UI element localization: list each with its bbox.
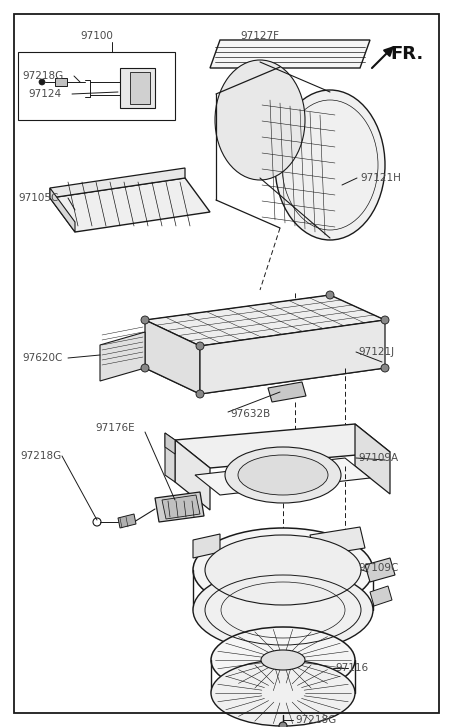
- Text: 97620C: 97620C: [22, 353, 63, 363]
- Ellipse shape: [275, 90, 385, 240]
- Ellipse shape: [141, 364, 149, 372]
- Text: 97105C: 97105C: [18, 193, 58, 203]
- Text: 97109C: 97109C: [358, 563, 398, 573]
- Text: 97218G: 97218G: [20, 451, 61, 461]
- Polygon shape: [120, 68, 155, 108]
- Ellipse shape: [39, 79, 45, 85]
- Polygon shape: [175, 440, 210, 510]
- Text: 97124: 97124: [28, 89, 61, 99]
- Polygon shape: [155, 492, 204, 522]
- Polygon shape: [145, 342, 385, 394]
- Polygon shape: [365, 558, 395, 582]
- Ellipse shape: [141, 316, 149, 324]
- Text: 97632B: 97632B: [230, 409, 270, 419]
- Ellipse shape: [326, 291, 334, 299]
- Ellipse shape: [205, 535, 361, 605]
- Ellipse shape: [211, 660, 355, 726]
- Polygon shape: [370, 586, 392, 606]
- Text: 97218G: 97218G: [22, 71, 63, 81]
- Ellipse shape: [211, 627, 355, 693]
- Polygon shape: [145, 320, 200, 394]
- Text: 97176E: 97176E: [95, 423, 135, 433]
- Polygon shape: [50, 188, 75, 232]
- Ellipse shape: [381, 364, 389, 372]
- Polygon shape: [165, 433, 175, 454]
- Ellipse shape: [381, 316, 389, 324]
- Text: 97121J: 97121J: [358, 347, 394, 357]
- Text: 97100: 97100: [80, 31, 113, 41]
- Text: 97109A: 97109A: [358, 453, 398, 463]
- Polygon shape: [210, 40, 370, 68]
- Ellipse shape: [196, 390, 204, 398]
- Ellipse shape: [225, 447, 341, 503]
- Polygon shape: [268, 382, 306, 402]
- Text: 97127F: 97127F: [240, 31, 279, 41]
- Polygon shape: [118, 514, 136, 528]
- Text: 97116: 97116: [335, 663, 368, 673]
- Polygon shape: [145, 295, 385, 346]
- Polygon shape: [100, 332, 145, 381]
- Polygon shape: [193, 534, 220, 558]
- Polygon shape: [175, 424, 390, 468]
- Polygon shape: [195, 458, 370, 495]
- Polygon shape: [310, 527, 365, 556]
- Polygon shape: [200, 320, 385, 394]
- Polygon shape: [130, 72, 150, 104]
- Ellipse shape: [193, 568, 373, 652]
- Ellipse shape: [196, 342, 204, 350]
- Text: 97218G: 97218G: [295, 715, 336, 725]
- Ellipse shape: [279, 722, 287, 727]
- Polygon shape: [55, 78, 67, 86]
- Ellipse shape: [238, 455, 328, 495]
- Polygon shape: [50, 168, 185, 198]
- Polygon shape: [50, 178, 210, 232]
- Ellipse shape: [261, 650, 305, 670]
- Ellipse shape: [215, 60, 305, 180]
- Polygon shape: [165, 433, 175, 482]
- Ellipse shape: [193, 528, 373, 612]
- Text: FR.: FR.: [390, 45, 423, 63]
- Text: 97121H: 97121H: [360, 173, 401, 183]
- Polygon shape: [162, 495, 200, 519]
- Polygon shape: [355, 424, 390, 494]
